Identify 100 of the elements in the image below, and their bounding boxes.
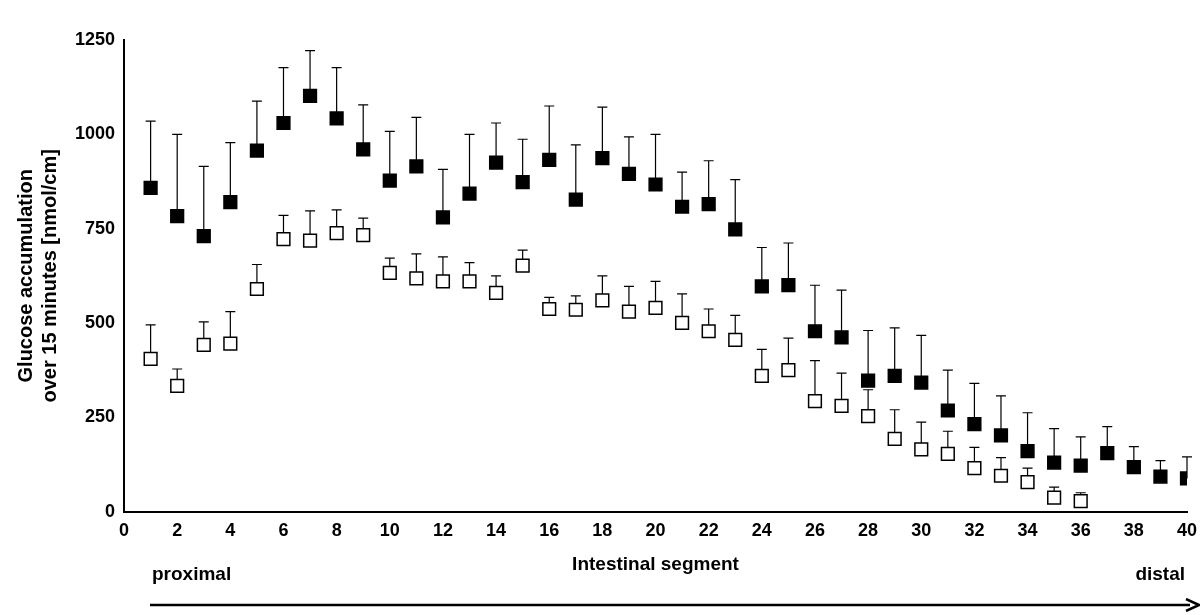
point	[568, 192, 583, 207]
point	[993, 428, 1009, 443]
point	[728, 222, 743, 237]
point	[143, 351, 158, 366]
point	[542, 301, 557, 317]
x-tick-label: 6	[278, 520, 289, 541]
point	[170, 209, 185, 224]
y-axis-title: Glucose accumulation over 15 minutes [nmol/cm]	[13, 149, 60, 403]
point	[834, 398, 849, 414]
point	[302, 88, 318, 103]
x-tick-label: 32	[964, 520, 985, 541]
x-tick-label: 8	[331, 520, 342, 541]
point	[1073, 458, 1088, 473]
point	[382, 265, 397, 280]
x-tick-label: 30	[911, 520, 932, 541]
point	[621, 304, 637, 319]
point	[249, 281, 265, 297]
point	[728, 332, 743, 348]
y-tick-label: 250	[85, 406, 116, 427]
point	[409, 271, 424, 286]
y-tick-label: 1000	[75, 123, 116, 144]
text: distal	[1135, 563, 1185, 585]
point	[887, 368, 902, 383]
x-tick-label: 4	[225, 520, 236, 541]
point	[940, 403, 955, 418]
point	[1126, 459, 1141, 475]
point	[887, 431, 902, 446]
point	[1020, 444, 1035, 459]
x-tick-label: 26	[804, 520, 825, 541]
point	[170, 378, 185, 394]
point	[914, 442, 929, 457]
point	[1073, 493, 1088, 509]
point	[1100, 446, 1115, 461]
point	[356, 142, 371, 157]
x-tick-label: 12	[432, 520, 453, 541]
point	[462, 274, 477, 289]
x-axis-title: Intestinal segment	[572, 552, 740, 574]
point	[196, 337, 211, 352]
point	[701, 197, 716, 212]
point	[276, 232, 291, 247]
x-tick-label: 34	[1017, 520, 1038, 541]
point	[409, 159, 424, 174]
point	[1047, 455, 1062, 470]
point	[143, 180, 158, 196]
x-tick-label: 18	[592, 520, 613, 541]
point	[701, 324, 716, 339]
point	[834, 330, 849, 345]
x-tick-label: 16	[539, 520, 560, 541]
point	[861, 409, 876, 424]
point	[807, 324, 823, 339]
point	[967, 416, 982, 432]
point	[302, 233, 318, 248]
point	[1153, 469, 1168, 484]
point	[435, 274, 451, 289]
point	[568, 302, 583, 317]
point	[967, 461, 982, 476]
x-tick-label: 24	[751, 520, 772, 541]
y-tick-label: 1250	[75, 28, 116, 49]
point	[1047, 490, 1062, 505]
point	[515, 258, 530, 273]
x-tick-label: 0	[119, 520, 130, 541]
point	[595, 150, 610, 166]
point	[674, 315, 690, 331]
text: proximal	[152, 563, 232, 585]
point	[621, 166, 637, 182]
point	[1020, 475, 1035, 490]
x-tick-label: 28	[858, 520, 879, 541]
point	[993, 468, 1009, 483]
y-tick-label: 750	[85, 217, 116, 238]
point	[223, 195, 238, 210]
point	[329, 111, 344, 126]
point	[940, 446, 955, 461]
point	[754, 368, 769, 383]
point	[462, 186, 477, 201]
point	[329, 226, 344, 241]
x-tick-label: 38	[1123, 520, 1144, 541]
point	[754, 279, 769, 294]
x-tick-label: 2	[172, 520, 183, 541]
x-tick-label: 40	[1176, 520, 1198, 541]
point	[648, 177, 663, 192]
point	[542, 152, 557, 168]
point	[382, 173, 397, 188]
point	[356, 227, 371, 243]
point	[861, 373, 876, 388]
point	[488, 285, 504, 300]
point	[196, 229, 211, 244]
point	[674, 199, 690, 214]
point	[914, 375, 929, 390]
x-tick-label: 36	[1070, 520, 1091, 541]
point	[488, 155, 504, 170]
x-tick-label: 14	[486, 520, 507, 541]
point	[276, 115, 291, 131]
point	[648, 300, 663, 315]
point	[223, 336, 238, 351]
point	[515, 175, 530, 190]
point	[781, 278, 796, 293]
point	[781, 363, 796, 378]
y-tick-label: 500	[85, 311, 116, 332]
point	[595, 293, 610, 308]
x-tick-label: 20	[645, 520, 666, 541]
